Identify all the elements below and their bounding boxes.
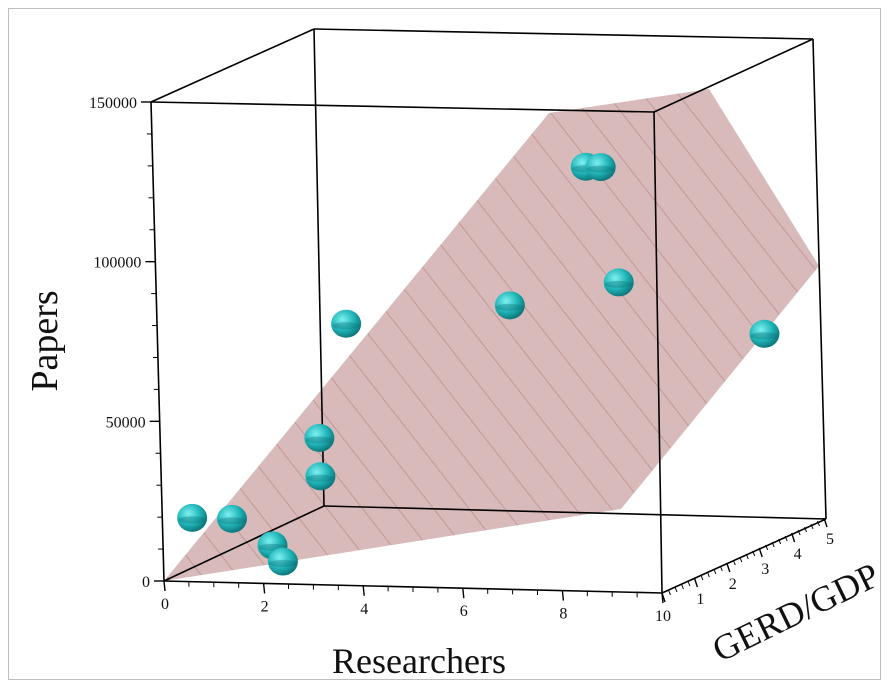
z-minor-tick: [739, 556, 743, 563]
z-minor-tick: [732, 559, 736, 566]
tick-label: 4: [794, 546, 802, 563]
z-minor-tick: [713, 568, 717, 575]
box-edge: [313, 28, 814, 40]
z-minor-tick: [752, 550, 756, 557]
z-minor-tick: [784, 535, 788, 542]
tick-label: 100000: [93, 255, 141, 272]
box-edge: [653, 111, 663, 594]
tick-label: 8: [559, 606, 567, 623]
box-edge: [150, 101, 655, 113]
z-tick: [693, 577, 699, 588]
box-edge: [150, 28, 315, 103]
x-tick: [462, 588, 465, 599]
chart-3d-scatter: 0 2 4 6 8 10 0 50000 100000 150000 1 2 3 4 5 Researche…: [24, 28, 882, 681]
z-tick: [758, 547, 763, 558]
data-point-sphere: [304, 423, 335, 452]
data-point-sphere: [177, 503, 208, 532]
data-point: [603, 268, 634, 297]
z-minor-tick: [674, 586, 678, 593]
data-point-sphere: [749, 319, 780, 348]
data-point: [267, 547, 298, 576]
x-tick: [362, 585, 365, 596]
box-edge: [323, 505, 827, 520]
data-point-sphere: [603, 268, 634, 297]
box-edge: [163, 505, 325, 582]
data-point: [177, 503, 208, 532]
z-tick: [790, 532, 796, 543]
z-tick: [661, 592, 666, 603]
z-minor-tick: [797, 529, 801, 536]
data-point: [585, 153, 616, 182]
z-minor-tick: [765, 544, 769, 551]
data-point-band: [750, 332, 779, 340]
x-tick: [262, 583, 266, 594]
z-minor-tick: [700, 574, 704, 581]
z-minor-tick: [817, 520, 820, 527]
x-tick: [163, 580, 166, 592]
data-point-band: [332, 322, 361, 330]
tick-label: 5: [826, 531, 834, 548]
data-point-band: [217, 517, 246, 525]
z-minor-tick: [706, 571, 710, 578]
data-point-sphere: [267, 547, 298, 576]
z-tick: [823, 517, 828, 528]
data-point-sphere: [494, 291, 525, 320]
figure-frame: 0 2 4 6 8 10 0 50000 100000 150000 1 2 3 4 5 Researche…: [8, 8, 882, 681]
tick-label: 0: [142, 574, 150, 591]
data-point-sphere: [305, 462, 336, 491]
z-tick: [726, 562, 731, 573]
x-tick: [561, 590, 565, 601]
tick-label: 0: [161, 596, 169, 613]
z-minor-tick: [810, 523, 814, 530]
z-minor-tick: [719, 565, 723, 572]
z-minor-tick: [680, 583, 684, 590]
box-edge: [653, 38, 814, 113]
data-point: [494, 291, 525, 320]
box-edge: [812, 38, 827, 520]
z-minor-tick: [804, 526, 808, 533]
data-point: [305, 462, 336, 491]
tick-label: 150000: [89, 95, 137, 112]
data-point-sphere: [331, 309, 362, 338]
data-point-band: [604, 280, 633, 288]
x-axis-title: Researchers: [332, 641, 506, 681]
y-axis-title: Papers: [24, 290, 66, 391]
z-minor-tick: [668, 589, 671, 596]
tick-label: 3: [761, 561, 769, 578]
data-point-band: [268, 560, 297, 568]
regression-plane: [164, 89, 819, 581]
z-minor-tick: [778, 538, 782, 545]
tick-label: 10: [655, 608, 671, 625]
data-point: [749, 319, 780, 348]
tick-label: 1: [696, 591, 704, 608]
data-point: [304, 423, 335, 452]
tick-label: 6: [460, 603, 468, 620]
data-point-sphere: [216, 504, 247, 533]
data-point-band: [495, 303, 524, 311]
z-minor-tick: [771, 541, 775, 548]
box-edge: [150, 101, 165, 582]
data-point-band: [305, 436, 334, 444]
axis-ticks: 0 2 4 6 8 10 0 50000 100000 150000 1 2 3 4 5: [89, 95, 834, 625]
data-point: [216, 504, 247, 533]
data-point-sphere: [585, 153, 616, 182]
tick-label: 50000: [106, 414, 146, 431]
data-point-band: [586, 165, 615, 173]
data-points: [177, 152, 780, 576]
z-axis-title: GERD/GDP: [706, 555, 882, 670]
z-minor-tick: [745, 553, 749, 560]
tick-label: 2: [729, 576, 737, 593]
z-minor-tick: [687, 580, 691, 587]
tick-label: 4: [360, 601, 368, 618]
data-point-band: [306, 474, 335, 482]
tick-label: 2: [261, 598, 269, 615]
data-point: [331, 309, 362, 338]
data-point-band: [178, 516, 207, 524]
